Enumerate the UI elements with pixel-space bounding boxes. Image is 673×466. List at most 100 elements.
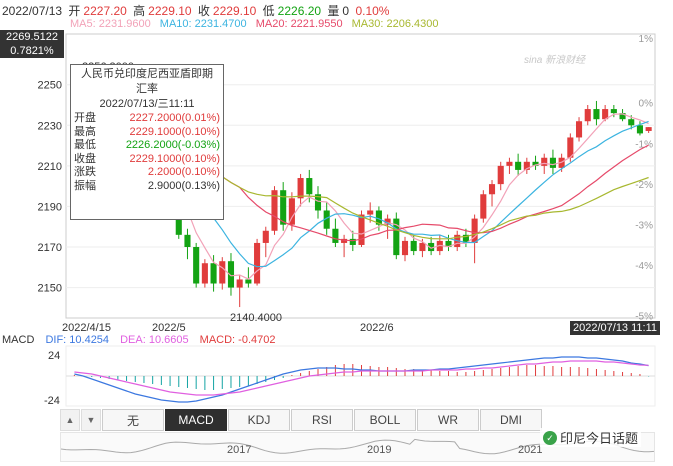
tooltip-row: 最低 2226.2000(-0.03%)	[71, 139, 223, 153]
candle-body	[323, 210, 330, 229]
candle-body	[401, 240, 409, 256]
candle-body	[262, 230, 269, 243]
date-tick-label: 2022/6	[360, 322, 394, 334]
price-tick-label: 2250	[38, 80, 62, 92]
plot-frame	[65, 33, 656, 319]
price-tick-label: 2210	[38, 161, 62, 173]
candle-body	[375, 210, 382, 225]
tooltip-row: 振幅 2.9000(0.13%)	[71, 180, 223, 194]
tooltip-row: 涨跌 2.2000(0.10%)	[71, 166, 223, 180]
scroll-left-button[interactable]: ▲	[60, 409, 80, 431]
tab-boll[interactable]: BOLL	[354, 409, 416, 431]
close-label: 收	[197, 4, 210, 18]
tooltip-row-label: 开盘	[74, 112, 96, 124]
candle-body	[332, 228, 339, 243]
candle-body	[245, 279, 252, 284]
overview-navigator[interactable]	[60, 432, 655, 462]
pct-tick-label: 0%	[639, 99, 654, 110]
tooltip-row-value: 2.2000(0.10%)	[147, 166, 220, 178]
tooltip-title-2: 汇率	[136, 83, 158, 95]
price-tick-label: 2190	[38, 201, 62, 213]
candle-body	[645, 127, 652, 131]
macd-axis-top: 24	[48, 350, 61, 362]
candle-body	[175, 210, 182, 235]
candle-body	[497, 165, 504, 185]
tab-macd[interactable]: MACD	[165, 409, 227, 431]
ma-legend: MA5: 2231.9600 MA10: 2231.4700 MA20: 222…	[70, 18, 445, 30]
current-pct-tag: 0.7821%	[0, 44, 64, 58]
ma5-legend: MA5: 2231.9600	[70, 18, 151, 30]
dif-legend: DIF: 10.4254	[45, 334, 110, 346]
candle-body	[288, 198, 295, 225]
change-pct: 0.10%	[355, 4, 390, 18]
candle-body	[280, 190, 287, 225]
candle-body	[488, 184, 496, 195]
candle-body	[428, 242, 435, 252]
high-value: 2229.10	[148, 4, 192, 18]
candle-body	[541, 157, 548, 166]
ma30-legend: MA30: 2206.4300	[351, 18, 439, 30]
tooltip-row-value: 2226.2000(-0.03%)	[125, 139, 220, 151]
candle-body	[610, 109, 617, 114]
tab-kdj[interactable]: KDJ	[228, 409, 290, 431]
tooltip-row-label: 最高	[74, 125, 96, 138]
tooltip-row: 开盘 2227.2000(0.01%)	[71, 112, 223, 126]
candle-body	[236, 279, 243, 288]
overview-year-2017: 2017	[227, 444, 252, 456]
pct-tick-label: -4%	[635, 261, 653, 272]
tab-none[interactable]: 无	[102, 409, 164, 431]
candle-body	[445, 240, 452, 247]
low-label: 低	[262, 4, 275, 18]
scroll-right-button[interactable]: ▼	[81, 409, 101, 431]
candle-body	[393, 218, 400, 256]
candle-body	[306, 178, 313, 195]
tab-rsi[interactable]: RSI	[291, 409, 353, 431]
tab-dmi[interactable]: DMI	[480, 409, 542, 431]
candle-body	[602, 109, 609, 120]
candle-body	[462, 234, 469, 243]
indicator-tabs: ▲ ▼ 无 MACD KDJ RSI BOLL WR DMI	[60, 409, 653, 431]
candle-body	[558, 157, 565, 168]
tooltip-row-label: 振幅	[74, 179, 96, 192]
pct-tick-label: -3%	[635, 220, 653, 231]
source-badge: ✓ 印尼今日话题	[540, 428, 642, 447]
macd-value-legend: MACD: -0.4702	[199, 334, 276, 346]
volume-label: 量	[327, 4, 340, 18]
pct-tick-label: -1%	[635, 139, 653, 150]
candle-body	[575, 121, 583, 138]
open-label: 开	[68, 4, 81, 18]
date-tick-label: 2022/5	[152, 322, 186, 334]
header-date: 2022/07/13	[2, 4, 63, 18]
candle-body	[193, 247, 200, 284]
current-price-tag: 2269.5122	[0, 30, 64, 44]
ma20-legend: MA20: 2221.9550	[255, 18, 343, 30]
candle-body	[271, 190, 278, 231]
candle-body	[506, 161, 513, 166]
candle-body	[515, 161, 522, 170]
price-tick-label: 2170	[38, 242, 62, 254]
price-tick-label: 2230	[38, 120, 62, 132]
candle-body	[549, 157, 556, 168]
candle-body	[219, 261, 226, 284]
candle-body	[367, 210, 374, 215]
candle-body	[480, 194, 487, 219]
candle-body	[314, 194, 322, 211]
low-value: 2226.20	[277, 4, 322, 18]
date-tick-label: 2022/4/15	[62, 322, 111, 334]
candle-body	[358, 214, 365, 245]
tooltip-row-value: 2229.1000(0.10%)	[129, 152, 220, 165]
min-price-label: 2140.4000	[230, 312, 282, 324]
macd-axis-bottom: -24	[44, 395, 60, 407]
candle-body	[297, 178, 304, 199]
candle-body	[184, 234, 191, 247]
current-time-tag: 2022/07/13 11:11	[570, 321, 661, 335]
candle-body	[410, 240, 417, 252]
tab-wr[interactable]: WR	[417, 409, 479, 431]
candle-body	[636, 125, 643, 134]
tooltip-row-label: 涨跌	[74, 166, 96, 178]
tooltip-datetime: 2022/07/13/三11:11	[99, 98, 195, 110]
candle-body	[254, 242, 261, 284]
open-value: 2227.20	[83, 4, 127, 18]
price-tick-label: 2150	[38, 283, 62, 295]
macd-legend: MACD DIF: 10.4254 DEA: 10.6605 MACD: -0.…	[2, 334, 283, 346]
